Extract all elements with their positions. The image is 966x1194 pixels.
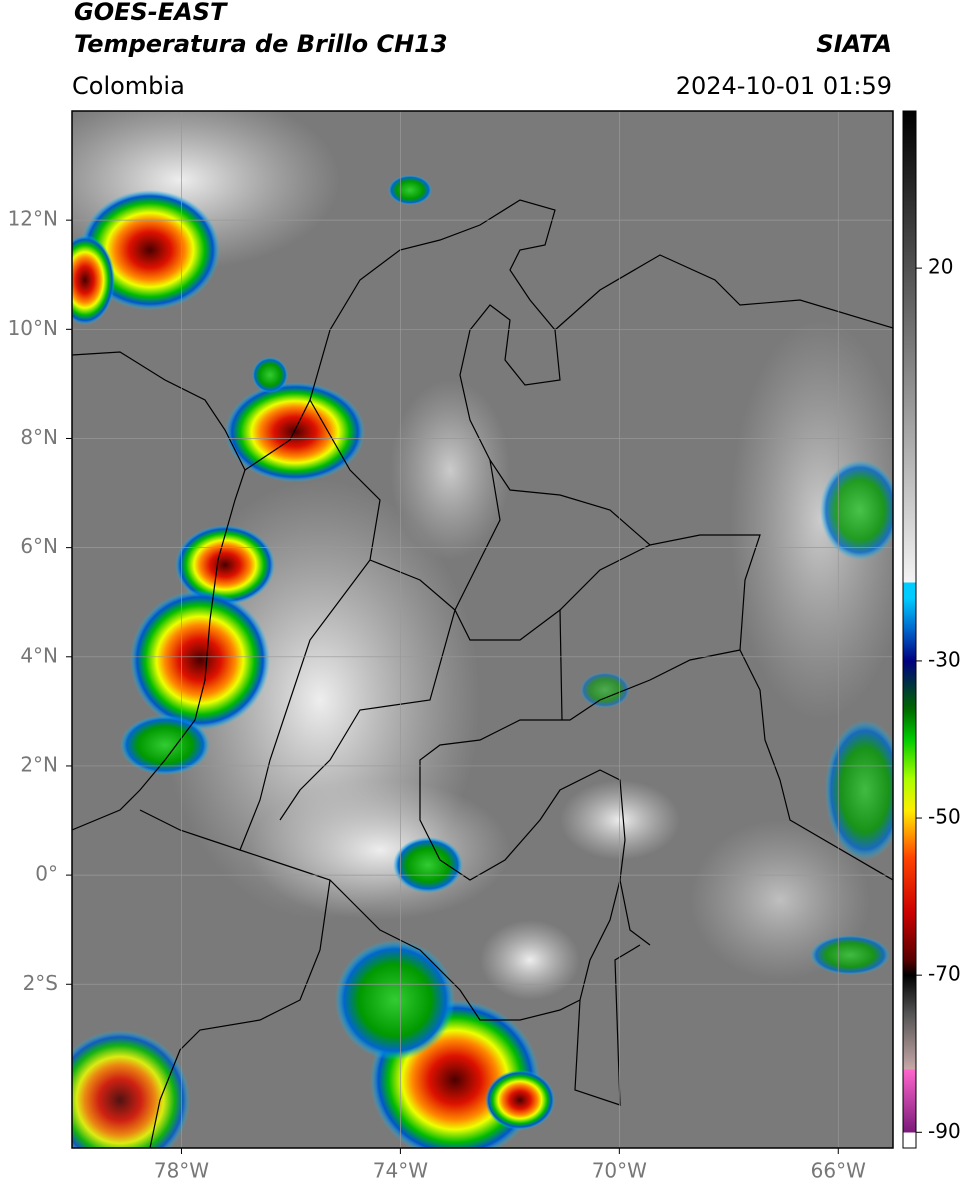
colorbar-tick-label: -90 [928,1119,961,1143]
colorbar-tick-label: -50 [928,805,961,829]
y-tick-label: 0° [35,862,58,886]
title: GOES-EAST [74,0,228,26]
colorbar-fill [903,111,916,1148]
colorbar-frame [902,110,917,1149]
x-tick-label: 74°W [373,1159,428,1183]
datetime: 2024-10-01 01:59 [676,72,892,100]
borders [72,199,893,1148]
y-tick-label: 4°N [20,643,58,667]
title: Temperatura de Brillo CH13 [74,30,448,58]
map [72,111,893,1148]
x-tick-label: 70°W [592,1159,647,1183]
y-tick-label: 12°N [8,207,58,231]
clouds [72,111,893,1000]
y-tick-label: 2°N [20,752,58,776]
y-tick-label: 8°N [20,425,58,449]
y-tick-label: 6°N [20,534,58,558]
y-tick-label: 10°N [8,316,58,340]
colorbar-tick-label: -70 [928,962,961,986]
colorbar: 20 -30 -50 -70 -90 [903,111,961,1148]
x-tick-label: 66°W [811,1159,866,1183]
gridlines [72,111,893,1148]
colorbar-tick-label: -30 [928,647,961,671]
region: Colombia [72,72,185,100]
colorbar-tick-label: 20 [928,255,953,279]
x-tick-label: 78°W [154,1159,209,1183]
map-frame [71,110,894,1149]
source: SIATA [816,30,892,58]
y-tick-label: 2°S [23,971,58,995]
